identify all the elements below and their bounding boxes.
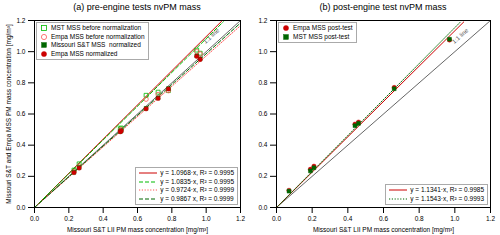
html-text:Missouri S&T MSS normalized: Missouri S&T MSS normalized (51, 41, 141, 48)
svg-text:0.6: 0.6 (16, 110, 25, 117)
svg-text:0.6: 0.6 (133, 215, 142, 222)
html-text:y = 1.1341·x, R² = 0.9985: y = 1.1341·x, R² = 0.9985 (410, 186, 484, 193)
html-text:y = 0.9867 x, R² = 0.9999: y = 0.9867 x, R² = 0.9999 (160, 194, 234, 202)
svg-text:0.6: 0.6 (258, 110, 267, 117)
svg-text:0.0: 0.0 (258, 204, 267, 211)
svg-text:0.0: 0.0 (16, 204, 25, 211)
svg-text:0.8: 0.8 (258, 79, 267, 86)
svg-text:0.4: 0.4 (99, 215, 108, 222)
svg-text:1.2: 1.2 (16, 17, 25, 24)
svg-text:0.4: 0.4 (258, 141, 267, 148)
html-text:Empa MSS normalized: Empa MSS normalized (51, 49, 118, 57)
html-text:y = 1.0835·x, R² = 0.9995: y = 1.0835·x, R² = 0.9995 (160, 177, 234, 185)
svg-text:0.0: 0.0 (30, 215, 39, 222)
html-text:y = 1.1543·x, R² = 0.9993: y = 1.1543·x, R² = 0.9993 (410, 194, 484, 202)
svg-text:0.2: 0.2 (64, 215, 73, 222)
html-text:y = 0.9724·x, R² = 0.9999: y = 0.9724·x, R² = 0.9999 (160, 186, 234, 193)
svg-text:Missouri S&T LII PM mass conce: Missouri S&T LII PM mass concentration [… (67, 226, 208, 234)
svg-text:0.0: 0.0 (272, 215, 281, 222)
svg-text:0.2: 0.2 (16, 172, 25, 179)
svg-text:1.2: 1.2 (486, 215, 495, 222)
svg-text:0.4: 0.4 (16, 141, 25, 148)
svg-text:Missouri S&T LII PM mass conce: Missouri S&T LII PM mass concentration [… (313, 226, 454, 234)
svg-text:1:1 line: 1:1 line (451, 27, 470, 45)
svg-text:0.4: 0.4 (343, 215, 352, 222)
svg-text:1.0: 1.0 (16, 48, 25, 55)
svg-text:0.8: 0.8 (415, 215, 424, 222)
svg-text:1.0: 1.0 (450, 215, 459, 222)
svg-text:1.0: 1.0 (202, 215, 211, 222)
html-text:(b) post-engine test nvPM mass: (b) post-engine test nvPM mass (319, 2, 447, 12)
svg-text:1.2: 1.2 (258, 17, 267, 24)
svg-text:0.8: 0.8 (167, 215, 176, 222)
svg-text:1:1 line: 1:1 line (202, 27, 221, 45)
html-text:y = 1.0968·x, R² = 0.9995: y = 1.0968·x, R² = 0.9995 (160, 169, 234, 176)
svg-text:0.2: 0.2 (308, 215, 317, 222)
svg-text:1.0: 1.0 (258, 48, 267, 55)
svg-text:Missouri S&T and Empa MSS PM m: Missouri S&T and Empa MSS PM mass concen… (5, 24, 13, 204)
html-text:MST MSS before normalization: MST MSS before normalization (51, 24, 142, 31)
html-text:(a) pre-engine tests nvPM mass: (a) pre-engine tests nvPM mass (73, 2, 201, 12)
html-text:MST MSS post-test: MST MSS post-test (293, 32, 350, 40)
html-text:Empa MSS before normalization: Empa MSS before normalization (51, 32, 145, 40)
html-text:Empa MSS post-test: Empa MSS post-test (293, 24, 353, 31)
svg-text:0.8: 0.8 (16, 79, 25, 86)
svg-text:1.2: 1.2 (236, 215, 245, 222)
svg-text:0.6: 0.6 (379, 215, 388, 222)
svg-text:0.2: 0.2 (258, 172, 267, 179)
